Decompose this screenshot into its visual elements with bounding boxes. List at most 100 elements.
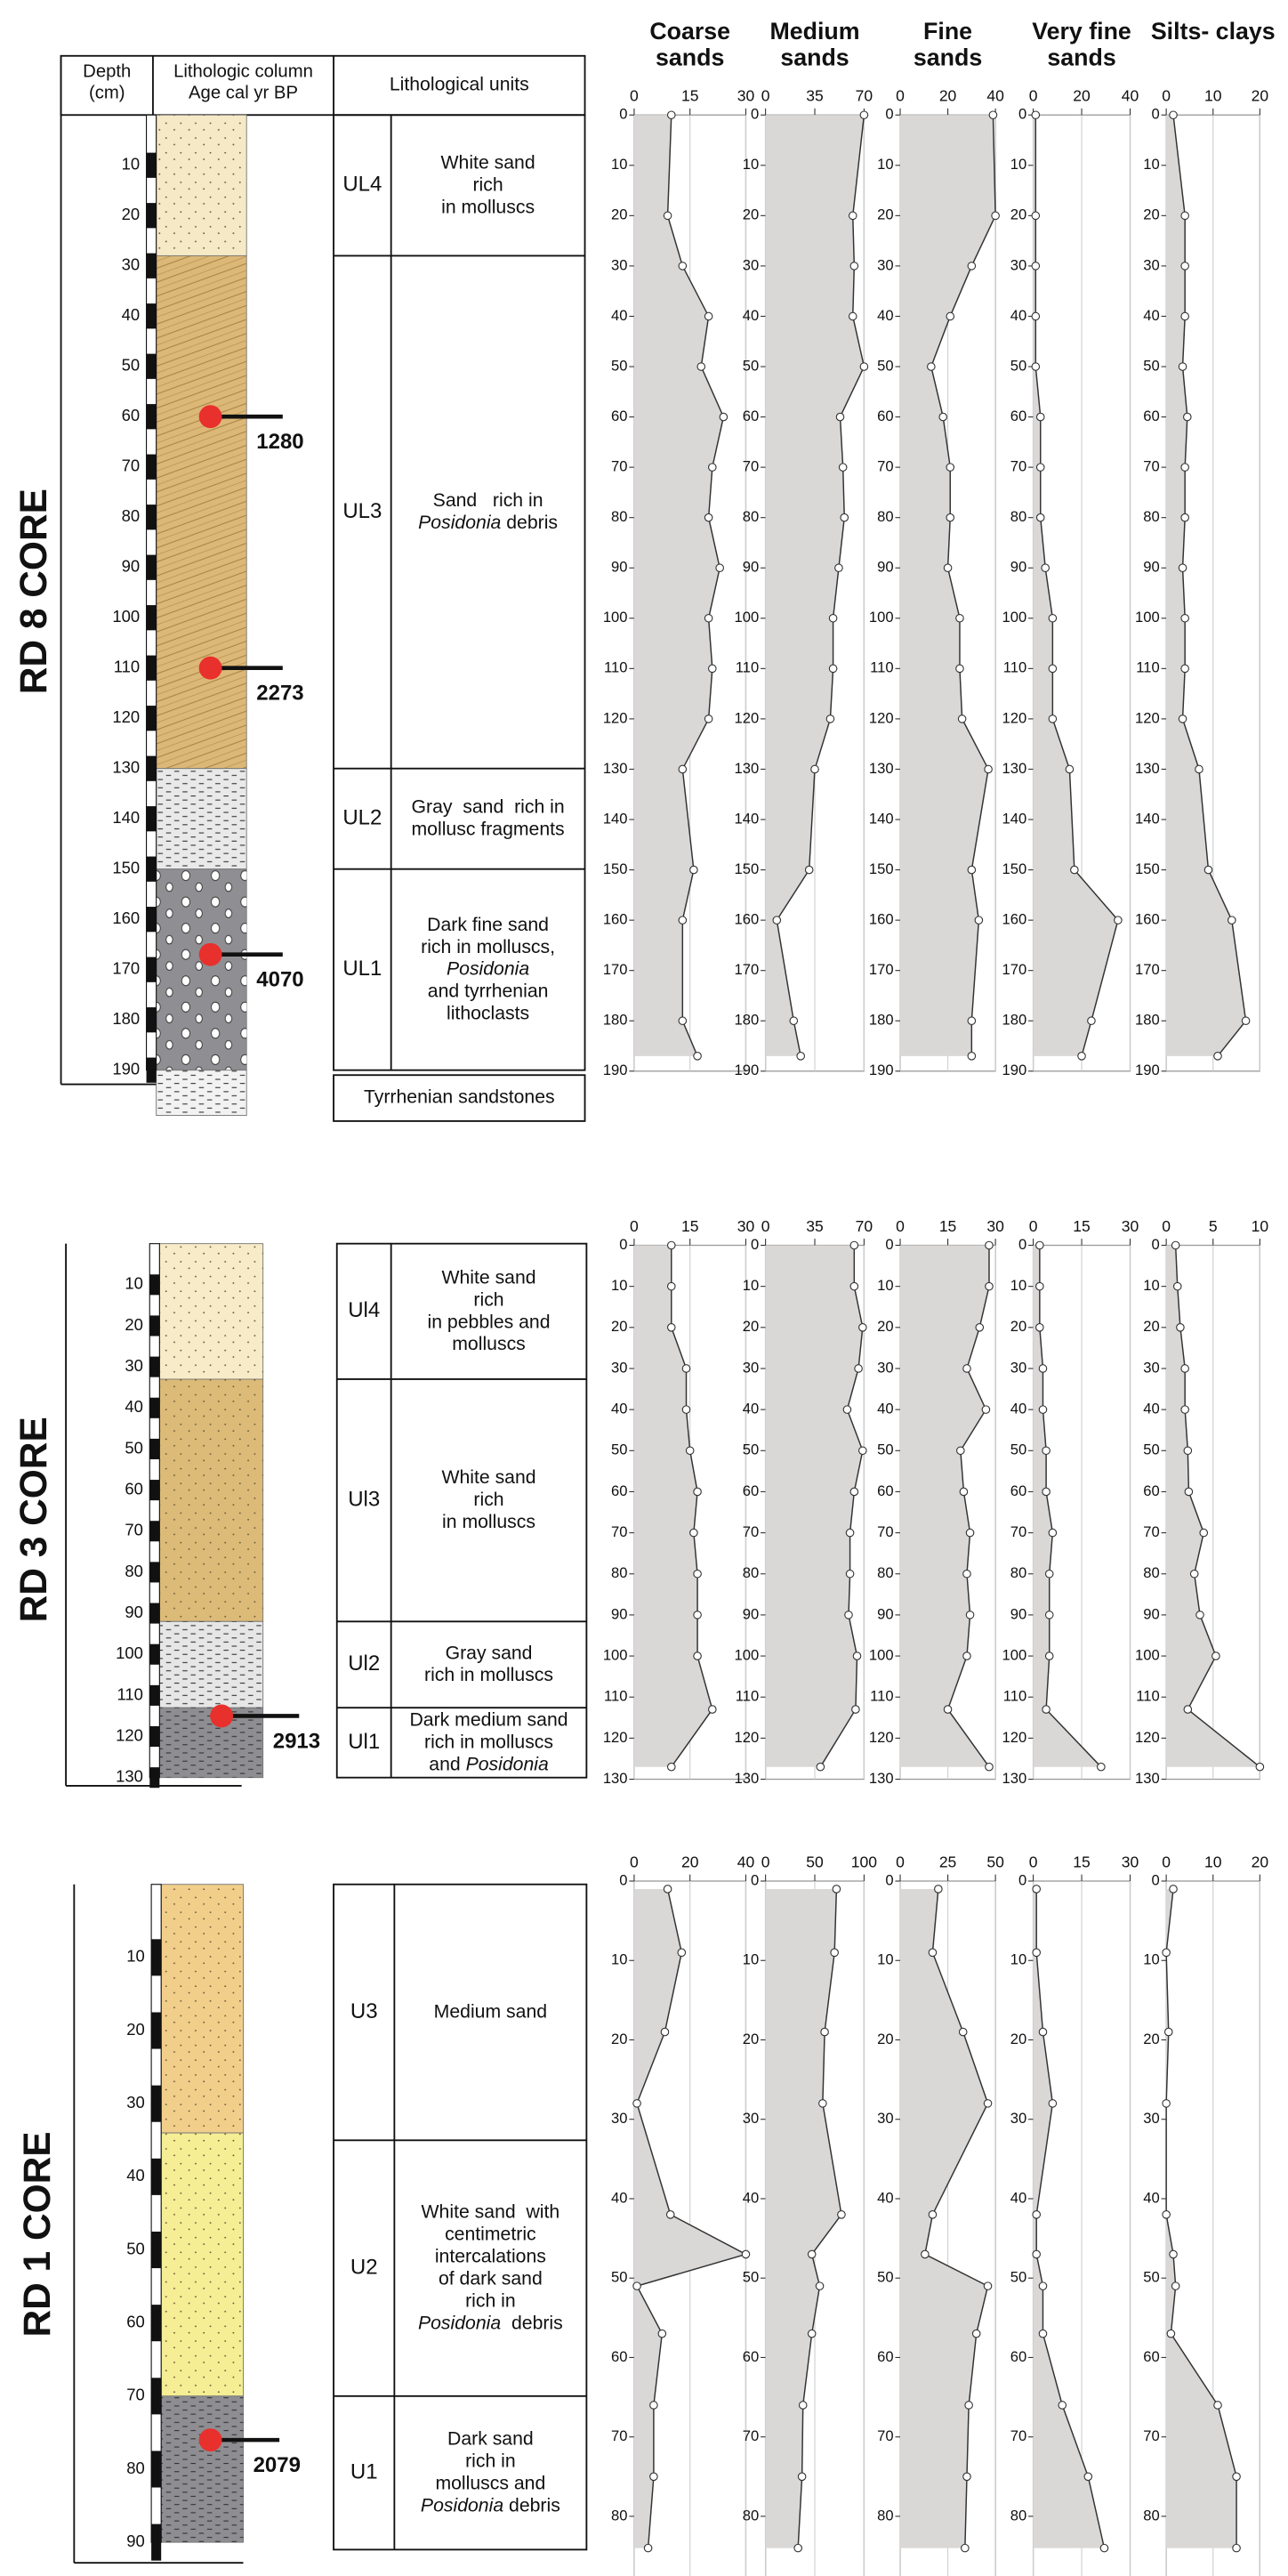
x-tick-label: 70 <box>856 87 873 105</box>
data-point <box>965 1611 975 1619</box>
data-point <box>851 1705 860 1714</box>
y-tick-label: 80 <box>1010 1564 1026 1581</box>
data-point <box>1041 563 1050 573</box>
data-point <box>1048 664 1058 674</box>
ruler-block <box>146 353 157 379</box>
age-sample <box>198 2428 222 2452</box>
units-header: Lithological units <box>390 75 529 95</box>
y-tick-label: 100 <box>1002 1646 1026 1663</box>
unit-description: Sand rich in <box>433 490 543 511</box>
depth-label: 170 <box>112 959 140 978</box>
ruler-block <box>149 1643 160 1665</box>
x-tick-label: 40 <box>986 87 1004 105</box>
unit-description: rich in <box>465 2290 516 2311</box>
description-text: in molluscs <box>441 197 535 217</box>
y-tick-label: 40 <box>1010 307 1026 324</box>
x-tick-label: 10 <box>1204 87 1222 105</box>
y-tick-label: 60 <box>611 2348 627 2365</box>
depth-label: 40 <box>126 2166 145 2184</box>
data-point <box>1070 865 1079 875</box>
ruler-block <box>146 655 157 681</box>
profile-title: sands <box>914 44 982 71</box>
age-label: 2913 <box>273 1729 320 1753</box>
data-point <box>1065 764 1075 774</box>
data-point <box>663 1885 672 1894</box>
data-point <box>1178 362 1187 371</box>
y-tick-label: 110 <box>604 1688 627 1705</box>
ruler-block <box>146 253 157 279</box>
y-tick-label: 10 <box>743 1277 759 1294</box>
data-point <box>859 110 869 120</box>
data-point <box>1035 513 1045 522</box>
y-tick-label: 80 <box>743 1564 759 1581</box>
y-tick-label: 40 <box>1143 1401 1159 1417</box>
data-point <box>1044 1651 1054 1660</box>
unit-description: and Posidonia <box>429 1754 549 1774</box>
y-tick-label: 70 <box>611 2427 627 2444</box>
y-tick-label: 180 <box>1002 1012 1026 1029</box>
data-point <box>632 2099 641 2108</box>
profile-title: sands <box>1047 44 1115 71</box>
data-point <box>1178 715 1187 723</box>
description-text: White sand <box>441 1267 535 1288</box>
y-tick-label: 80 <box>877 508 893 525</box>
y-tick-label: 150 <box>1135 860 1160 877</box>
unit-code: Ul2 <box>348 1651 380 1676</box>
data-point <box>1180 211 1189 221</box>
litho-texture <box>156 115 247 256</box>
y-tick-label: 170 <box>1002 961 1026 978</box>
data-point <box>704 311 713 321</box>
description-text: Posidonia <box>418 513 501 533</box>
ruler-block <box>149 1726 160 1748</box>
description-text: Medium sand <box>434 2001 547 2022</box>
x-tick-label: 0 <box>896 1217 905 1235</box>
y-tick-label: 190 <box>735 1062 760 1078</box>
data-point <box>1048 1528 1058 1538</box>
unit-description: molluscs <box>452 1334 526 1354</box>
depth-label: 30 <box>126 2093 145 2112</box>
y-tick-label: 120 <box>735 1729 760 1746</box>
y-tick-label: 60 <box>611 1482 627 1499</box>
area-fill <box>765 1245 863 1767</box>
depth-label: 40 <box>125 1397 143 1416</box>
ruler-block <box>149 1603 160 1624</box>
depth-label: 130 <box>116 1767 143 1786</box>
profile-title: Very fine <box>1032 18 1131 44</box>
core-label: RD 1 CORE <box>16 2131 58 2337</box>
data-point <box>1042 1705 1051 1714</box>
data-point <box>1031 110 1041 120</box>
y-tick-label: 120 <box>869 709 894 726</box>
y-tick-label: 20 <box>1010 2031 1026 2047</box>
y-tick-label: 70 <box>611 1523 627 1540</box>
data-point <box>967 262 977 271</box>
data-point <box>789 1016 799 1026</box>
description-text: rich in molluscs, <box>421 936 555 957</box>
x-tick-label: 0 <box>1162 87 1171 105</box>
x-tick-label: 5 <box>1209 1217 1218 1235</box>
ruler-block <box>151 2231 162 2269</box>
litho-texture <box>156 868 247 1070</box>
x-tick-label: 15 <box>939 1217 956 1235</box>
unit-description: Posidonia <box>447 958 529 979</box>
data-point <box>985 1762 994 1772</box>
data-point <box>1169 110 1178 120</box>
data-point <box>1087 1016 1096 1026</box>
y-tick-label: 110 <box>736 659 759 676</box>
y-tick-label: 20 <box>611 206 627 223</box>
data-point <box>1180 262 1189 271</box>
data-point <box>1048 613 1058 623</box>
data-point <box>964 2401 973 2410</box>
data-point <box>666 1281 676 1291</box>
y-tick-label: 70 <box>1010 458 1026 475</box>
description-text: debris <box>503 2495 560 2515</box>
y-tick-label: 90 <box>743 1605 759 1622</box>
y-tick-label: 60 <box>743 1482 759 1499</box>
x-tick-label: 30 <box>1122 1217 1139 1235</box>
data-point <box>1199 1528 1209 1538</box>
description-text: White sand with <box>422 2201 560 2222</box>
y-tick-label: 30 <box>611 1359 627 1376</box>
depth-label: 60 <box>126 2313 145 2331</box>
depth-label: 190 <box>112 1060 140 1078</box>
data-point <box>955 664 964 674</box>
y-tick-label: 150 <box>869 860 894 877</box>
